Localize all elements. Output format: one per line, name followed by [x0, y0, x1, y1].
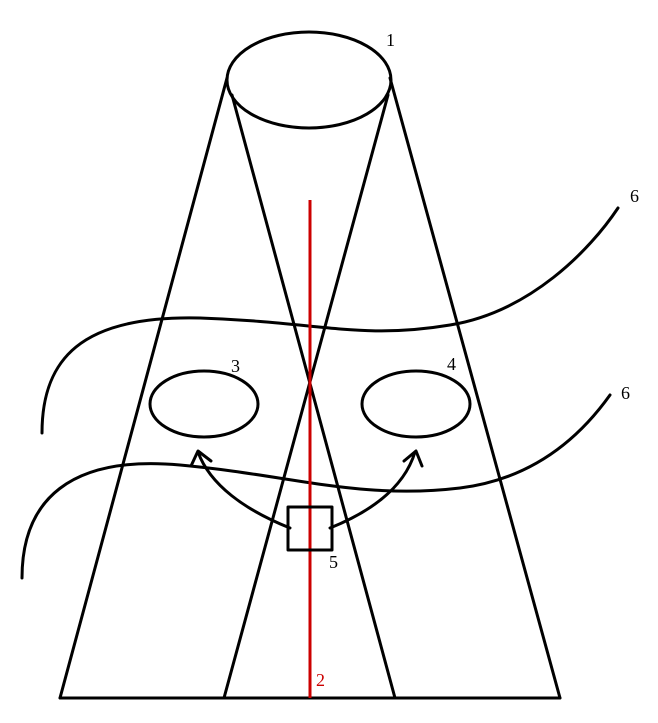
right-arrowhead	[402, 449, 424, 468]
label-3: 3	[231, 356, 240, 376]
label-4: 4	[447, 354, 456, 374]
upper-wave-curve	[40, 206, 620, 435]
left-ellipse	[148, 369, 260, 439]
label-5: 5	[329, 552, 338, 572]
inner-cross-line-left	[230, 93, 397, 700]
label-6-lower: 6	[621, 383, 630, 403]
right-curved-arrow	[328, 450, 417, 530]
left-curved-arrow	[196, 450, 292, 530]
label-1: 1	[386, 30, 395, 50]
lower-wave-curve	[20, 393, 612, 580]
center-box	[286, 505, 334, 552]
top-ellipse	[225, 30, 393, 130]
outer-cone-right-edge	[388, 76, 562, 700]
right-ellipse	[360, 369, 472, 439]
outer-cone-left-edge	[58, 76, 229, 700]
left-arrowhead	[189, 449, 213, 468]
inner-cross-line-right	[222, 93, 390, 700]
label-6-upper: 6	[630, 186, 639, 206]
label-2: 2	[316, 670, 325, 690]
